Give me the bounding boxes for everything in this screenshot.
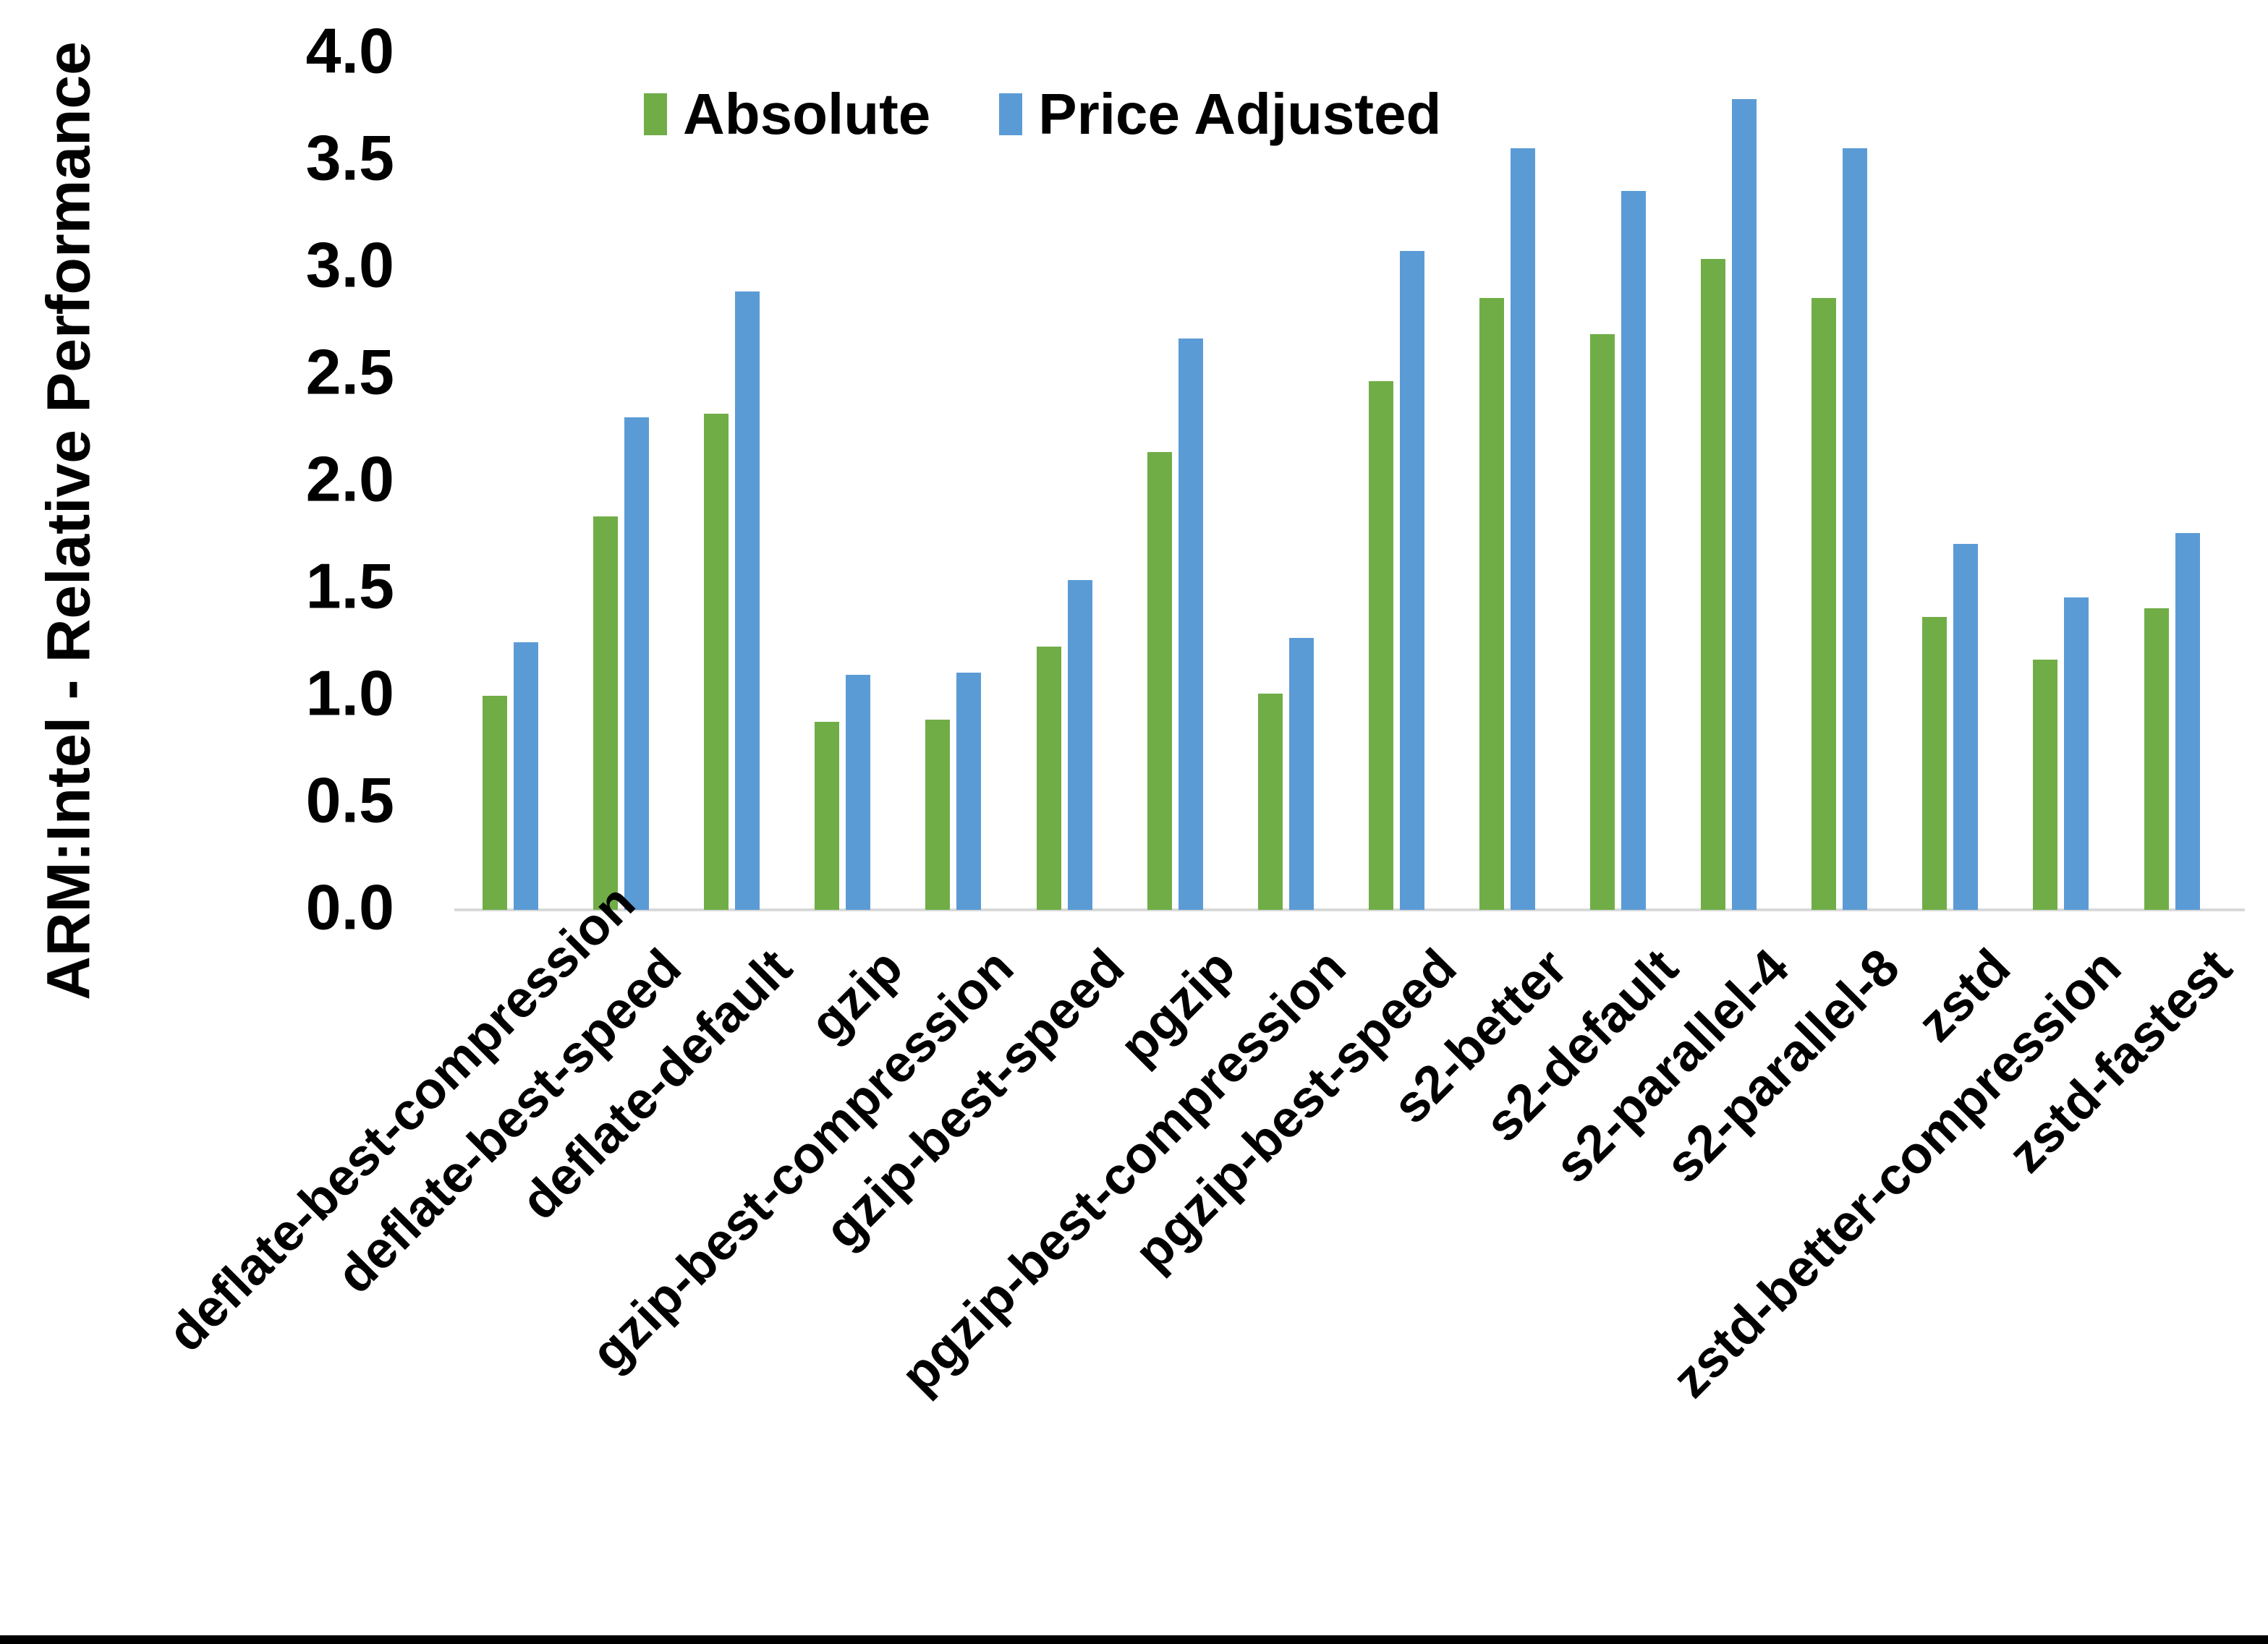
- bar-absolute-zstd-better-compression: [2033, 659, 2058, 910]
- screenshot-bottom-border: [0, 1635, 2268, 1644]
- legend-label-price-adjusted: Price Adjusted: [1038, 82, 1442, 146]
- bar-price-adjusted-s2-better: [1510, 148, 1535, 910]
- bar-absolute-gzip-best-compression: [925, 719, 951, 910]
- bar-price-adjusted-s2-parallel-4: [1732, 98, 1757, 910]
- y-tick-label: 3.5: [305, 122, 394, 194]
- bar-price-adjusted-pgzip: [1178, 338, 1203, 910]
- bar-absolute-gzip-best-speed: [1036, 647, 1061, 910]
- y-tick-label: 4.0: [305, 14, 394, 87]
- bar-price-adjusted-deflate-best-compression: [514, 642, 538, 910]
- bar-absolute-s2-default: [1590, 334, 1615, 910]
- bar-absolute-zstd: [1922, 616, 1948, 910]
- bar-absolute-zstd-fastest: [2144, 608, 2169, 910]
- bar-price-adjusted-s2-default: [1621, 190, 1646, 910]
- bar-price-adjusted-zstd-better-compression: [2064, 597, 2089, 910]
- y-tick-label: 2.5: [305, 336, 394, 408]
- bar-absolute-gzip: [815, 721, 840, 910]
- bar-price-adjusted-zstd: [1953, 544, 1979, 910]
- absolute-series-swatch: [644, 93, 667, 135]
- y-tick-label: 3.0: [305, 229, 394, 301]
- bar-absolute-pgzip-best-speed: [1368, 381, 1393, 910]
- bar-price-adjusted-gzip-best-compression: [956, 672, 982, 910]
- bar-price-adjusted-gzip: [846, 674, 871, 910]
- y-tick-label: 0.5: [305, 764, 394, 836]
- bar-price-adjusted-pgzip-best-compression: [1288, 638, 1314, 910]
- bar-absolute-deflate-best-speed: [593, 516, 619, 910]
- y-tick-label: 2.0: [305, 443, 394, 515]
- y-tick-label: 1.5: [305, 550, 394, 622]
- bar-price-adjusted-zstd-fastest: [2175, 533, 2200, 910]
- bar-price-adjusted-deflate-default: [735, 291, 760, 910]
- price-adjusted-series-swatch: [999, 93, 1023, 135]
- legend-label-absolute: Absolute: [683, 82, 931, 146]
- bar-price-adjusted-gzip-best-speed: [1067, 580, 1092, 910]
- legend-item-price-adjusted: Price Adjusted: [999, 85, 1441, 143]
- bar-price-adjusted-deflate-best-speed: [624, 417, 650, 910]
- bar-absolute-pgzip-best-compression: [1257, 694, 1283, 910]
- bar-absolute-s2-parallel-4: [1701, 259, 1726, 910]
- y-tick-label: 0.0: [305, 871, 394, 943]
- y-tick-label: 1.0: [305, 657, 394, 729]
- bar-absolute-deflate-default: [704, 413, 729, 910]
- x-axis-line: [454, 908, 2245, 911]
- legend-item-absolute: Absolute: [644, 85, 930, 143]
- legend: Absolute Price Adjusted: [644, 85, 1441, 143]
- bar-absolute-s2-parallel-8: [1812, 297, 1837, 910]
- bar-price-adjusted-pgzip-best-speed: [1399, 250, 1424, 910]
- bar-price-adjusted-s2-parallel-8: [1843, 148, 1868, 910]
- bar-absolute-s2-better: [1479, 297, 1504, 910]
- bar-absolute-deflate-best-compression: [483, 696, 507, 910]
- bar-absolute-pgzip: [1147, 451, 1172, 910]
